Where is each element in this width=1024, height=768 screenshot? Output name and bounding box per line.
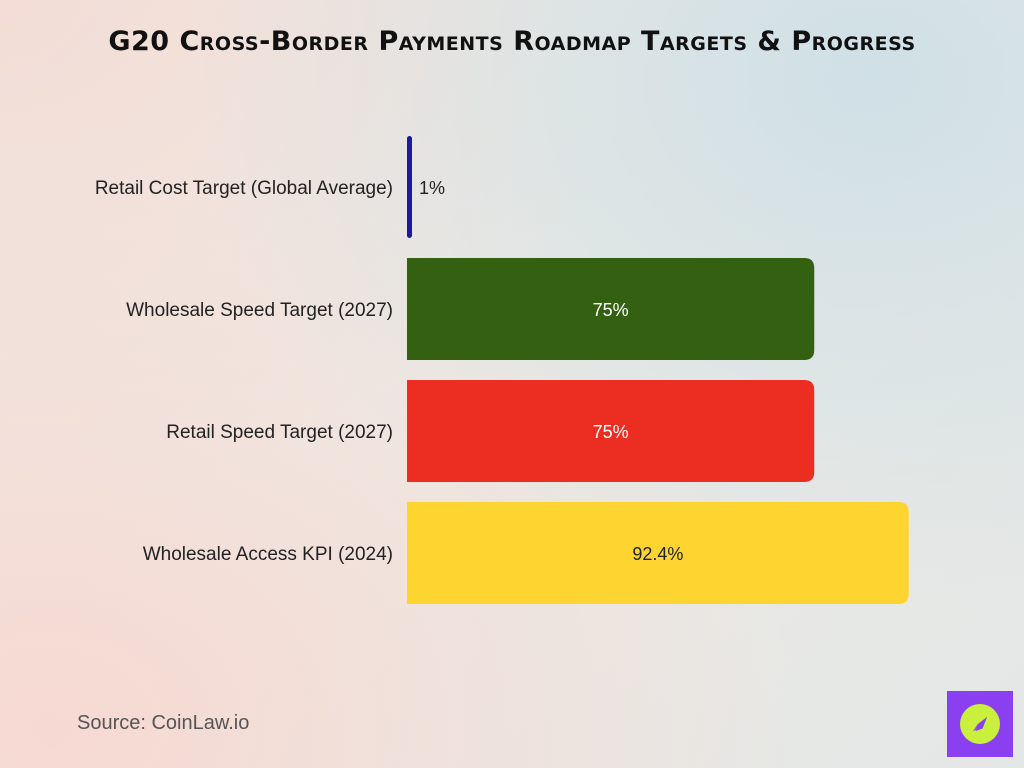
value-label-2: 75% bbox=[593, 300, 629, 320]
bar-3 bbox=[407, 380, 815, 482]
value-label-4: 92.4% bbox=[632, 544, 683, 564]
value-label-3: 75% bbox=[593, 422, 629, 442]
source-note: Source: CoinLaw.io bbox=[77, 712, 250, 734]
category-label-3: Retail Speed Target (2027) bbox=[166, 422, 393, 443]
bars-group bbox=[407, 136, 909, 604]
bar-4 bbox=[407, 502, 909, 604]
compass-icon bbox=[960, 704, 1000, 744]
value-label-1: 1% bbox=[419, 178, 445, 198]
category-labels-group: Retail Cost Target (Global Average) Whole… bbox=[95, 178, 393, 565]
brand-logo bbox=[947, 691, 1013, 757]
chart-title: G20 Cross-Border Payments Roadmap Target… bbox=[108, 26, 916, 57]
value-labels-group: 1% 75% 75% 92.4% bbox=[419, 178, 683, 564]
category-label-1: Retail Cost Target (Global Average) bbox=[95, 178, 393, 199]
bar-1 bbox=[407, 136, 412, 239]
category-label-4: Wholesale Access KPI (2024) bbox=[143, 544, 393, 565]
bar-2 bbox=[407, 258, 815, 360]
category-label-2: Wholesale Speed Target (2027) bbox=[126, 300, 393, 321]
